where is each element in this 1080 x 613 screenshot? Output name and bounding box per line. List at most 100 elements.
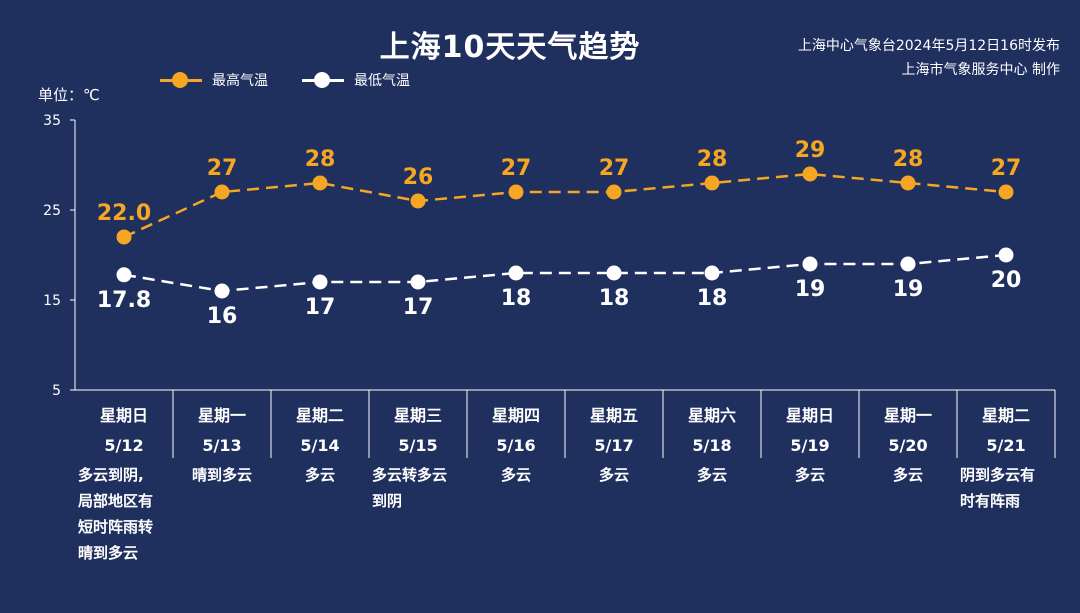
data-point-high (508, 184, 524, 200)
legend-item-high: 最高气温 (160, 70, 268, 90)
data-point-low (900, 256, 916, 272)
x-tick-day-label: 星期一 (884, 406, 932, 425)
weather-description-line: 多云 (304, 466, 335, 484)
x-tick-day-label: 星期四 (492, 406, 540, 425)
weather-description: 多云 (666, 462, 758, 488)
x-tick-day-label: 星期二 (982, 406, 1030, 425)
data-point-high (312, 175, 328, 191)
x-tick-date-label: 5/21 (986, 436, 1025, 455)
weather-description-line: 多云 (598, 466, 629, 484)
data-label-low: 19 (893, 277, 924, 302)
legend-label-low: 最低气温 (354, 73, 410, 89)
series-line-low (123, 253, 1007, 293)
legend-swatch-high-icon (160, 72, 202, 88)
x-tick-date-label: 5/12 (104, 436, 143, 455)
weather-description: 阴到多云有 时有阵雨 (960, 462, 1052, 514)
weather-description-line: 短时阵雨转 (78, 518, 154, 536)
weather-description: 多云 (862, 462, 954, 488)
weather-description-line: 多云 (696, 466, 727, 484)
data-point-low (704, 265, 720, 281)
data-point-low (508, 265, 524, 281)
y-tick-label: 25 (43, 203, 61, 219)
data-point-low (802, 256, 818, 272)
weather-description: 多云到阴, 局部地区有短时阵雨转晴到多云 (78, 462, 170, 566)
x-tick-date-label: 5/20 (888, 436, 927, 455)
data-label-high: 27 (991, 156, 1022, 181)
data-label-low: 17 (305, 295, 336, 320)
data-label-high: 28 (697, 147, 728, 172)
weather-description: 多云 (568, 462, 660, 488)
weather-description: 多云 (470, 462, 562, 488)
data-label-high: 22.0 (97, 201, 151, 226)
data-label-low: 18 (599, 286, 630, 311)
x-tick-day-label: 星期二 (296, 406, 344, 425)
data-point-high (802, 166, 818, 182)
weather-description: 多云 (764, 462, 856, 488)
weather-description-line: 局部地区有 (78, 492, 154, 510)
x-tick-day-label: 星期一 (198, 406, 246, 425)
weather-description-line: 到阴 (372, 492, 403, 510)
data-label-high: 27 (501, 156, 532, 181)
chart-legend: 最高气温 最低气温 (160, 70, 444, 90)
data-label-low: 17.8 (97, 288, 151, 313)
legend-swatch-low-icon (302, 72, 344, 88)
y-tick-label: 15 (43, 293, 61, 309)
weather-description-line: 阴到多云有 (960, 466, 1036, 484)
weather-description: 多云转多云 到阴 (372, 462, 464, 514)
data-label-high: 27 (207, 156, 238, 181)
weather-description-line: 多云转多云 (372, 466, 448, 484)
series-line-high (123, 172, 1007, 239)
weather-description-line: 多云 (892, 466, 923, 484)
source-info: 上海中心气象台2024年5月12日16时发布 上海市气象服务中心 制作 (798, 34, 1060, 82)
data-point-low (116, 267, 132, 283)
page-title: 上海10天天气趋势 (379, 30, 641, 65)
data-label-low: 18 (501, 286, 532, 311)
data-point-high (704, 175, 720, 191)
x-tick-date-label: 5/17 (594, 436, 633, 455)
legend-item-low: 最低气温 (302, 70, 410, 90)
data-label-low: 19 (795, 277, 826, 302)
y-tick-label: 5 (52, 383, 61, 399)
data-label-high: 26 (403, 165, 434, 190)
weather-description: 多云 (274, 462, 366, 488)
data-point-low (606, 265, 622, 281)
x-tick-day-label: 星期六 (688, 406, 736, 425)
x-tick-date-label: 5/19 (790, 436, 829, 455)
data-point-high (116, 229, 132, 245)
data-point-high (410, 193, 426, 209)
weather-description-line: 多云到阴, (78, 466, 144, 484)
source-line-producer: 上海市气象服务中心 制作 (901, 62, 1060, 78)
data-label-low: 20 (991, 268, 1022, 293)
x-tick-date-label: 5/16 (496, 436, 535, 455)
data-label-high: 28 (893, 147, 924, 172)
data-point-high (214, 184, 230, 200)
weather-description-line: 晴到多云 (191, 466, 252, 484)
data-label-low: 18 (697, 286, 728, 311)
data-label-high: 27 (599, 156, 630, 181)
x-tick-day-label: 星期日 (100, 406, 148, 425)
data-label-low: 16 (207, 304, 238, 329)
data-label-high: 29 (795, 138, 826, 163)
data-point-low (214, 283, 230, 299)
source-line-issuer: 上海中心气象台2024年5月12日16时发布 (797, 38, 1060, 54)
weather-description-line: 时有阵雨 (960, 492, 1021, 510)
data-point-high (606, 184, 622, 200)
weather-description-line: 多云 (794, 466, 825, 484)
data-label-low: 17 (403, 295, 434, 320)
data-point-low (312, 274, 328, 290)
data-point-high (998, 184, 1014, 200)
legend-label-high: 最高气温 (212, 73, 268, 89)
x-tick-date-label: 5/15 (398, 436, 437, 455)
x-tick-date-label: 5/13 (202, 436, 241, 455)
data-point-high (900, 175, 916, 191)
weather-description-line: 晴到多云 (78, 544, 139, 562)
x-tick-day-label: 星期日 (786, 406, 834, 425)
weather-description-line: 多云 (500, 466, 531, 484)
unit-label: 单位：℃ (38, 86, 100, 104)
x-tick-day-label: 星期五 (590, 406, 638, 425)
data-label-high: 28 (305, 147, 336, 172)
x-tick-date-label: 5/18 (692, 436, 731, 455)
y-tick-label: 35 (43, 113, 61, 129)
data-point-low (998, 247, 1014, 263)
